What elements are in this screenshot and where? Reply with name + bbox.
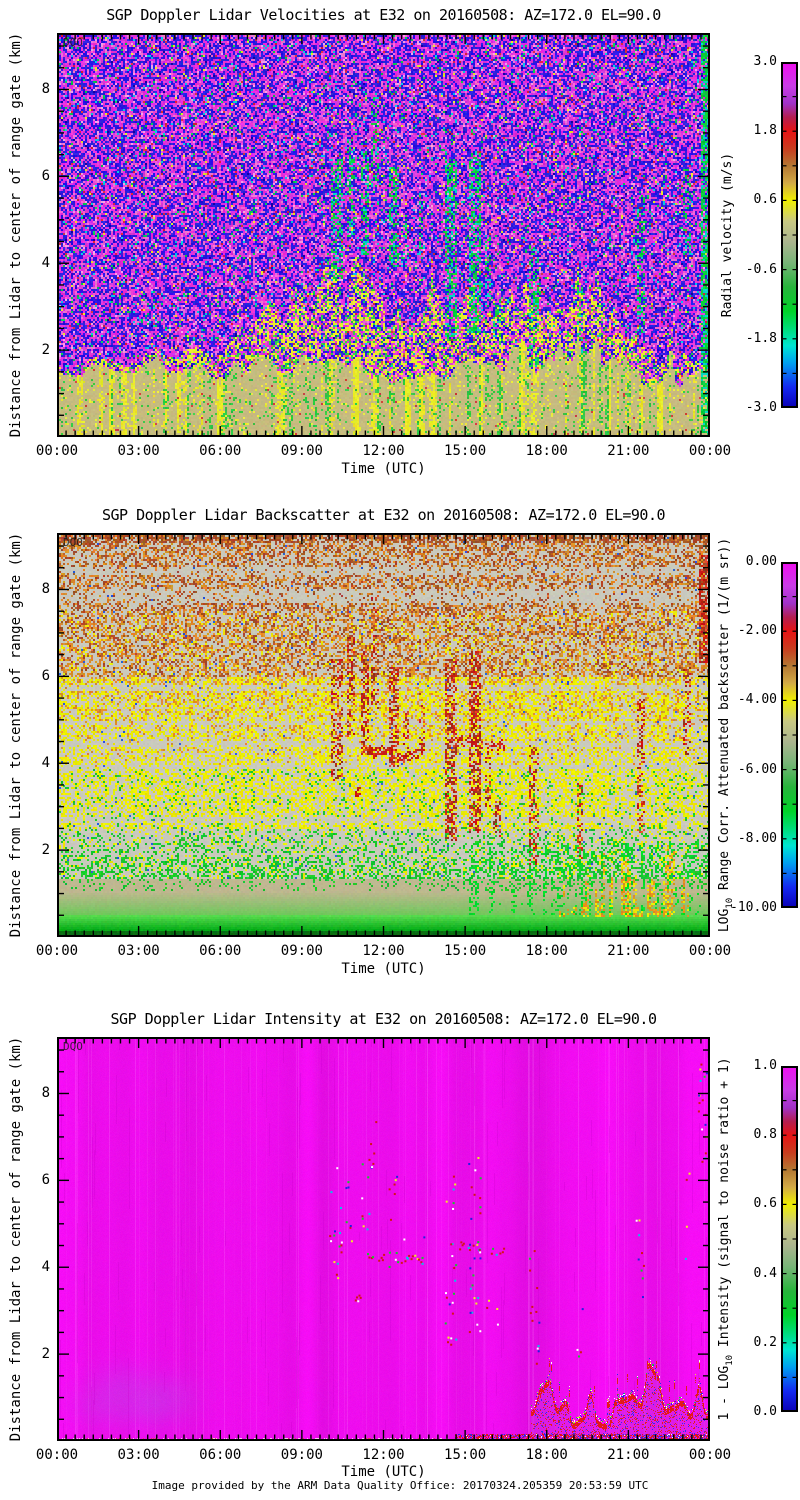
- backscatter-colorbar-frame: [781, 562, 798, 908]
- x-tick-label: 06:00: [199, 443, 242, 459]
- x-tick-label: 21:00: [607, 443, 650, 459]
- velocity-plot: DQO: [57, 33, 710, 437]
- colorbar-tick-label: 1.8: [753, 123, 777, 139]
- x-tick-label: 03:00: [117, 943, 160, 959]
- colorbar-tick-label: 3.0: [753, 54, 777, 69]
- x-tick-label: 03:00: [117, 443, 160, 459]
- backscatter-colorbar-label: LOG10 Range Corr. Attenuated backscatter…: [717, 538, 735, 932]
- intensity-plot: DQO: [57, 1037, 710, 1441]
- dqo-watermark: DQO: [63, 1040, 83, 1053]
- dqo-watermark: DQO: [63, 536, 83, 549]
- velocity-colorbar-label: Radial velocity (m/s): [720, 153, 738, 317]
- x-tick-label: 12:00: [362, 943, 405, 959]
- x-tick-label: 00:00: [35, 1447, 79, 1463]
- backscatter-x-axis-label: Time (UTC): [341, 961, 426, 977]
- y-tick-label: 2: [41, 842, 50, 859]
- colorbar-tick-label: 0.0: [753, 1404, 777, 1419]
- colorbar-tick-label: -8.00: [737, 830, 777, 846]
- colorbar-tick-label: 1.0: [753, 1058, 777, 1073]
- y-tick-label: 8: [41, 581, 50, 598]
- intensity-heatmap: [57, 1037, 710, 1441]
- backscatter-plot: DQO: [57, 533, 710, 937]
- y-tick-label: 4: [41, 1259, 50, 1276]
- backscatter-title: SGP Doppler Lidar Backscatter at E32 on …: [101, 506, 666, 524]
- dqo-watermark: DQO: [63, 36, 83, 49]
- colorbar-tick-label: 0.6: [753, 1196, 777, 1212]
- backscatter-heatmap: [57, 533, 710, 937]
- x-tick-label: 21:00: [607, 1447, 650, 1463]
- y-tick-label: 8: [41, 1085, 50, 1102]
- velocity-colorbar-frame: [781, 62, 798, 408]
- x-tick-label: 00:00: [35, 443, 79, 459]
- colorbar-tick-label: -2.00: [737, 623, 777, 639]
- y-tick-label: 6: [41, 1172, 50, 1189]
- x-tick-label: 12:00: [362, 443, 405, 459]
- colorbar-tick-label: -3.0: [745, 400, 777, 415]
- intensity-title: SGP Doppler Lidar Intensity at E32 on 20…: [110, 1010, 657, 1028]
- colorbar-tick-label: 0.6: [753, 192, 777, 208]
- intensity-colorbar: [781, 1066, 798, 1412]
- y-tick-label: 2: [41, 1346, 50, 1363]
- x-tick-label: 15:00: [444, 1447, 487, 1463]
- velocity-heatmap: [57, 33, 710, 437]
- x-tick-label: 18:00: [525, 943, 568, 959]
- x-tick-label: 00:00: [688, 943, 732, 959]
- velocity-title: SGP Doppler Lidar Velocities at E32 on 2…: [106, 6, 661, 24]
- cbar-label-sub: 10: [724, 1354, 735, 1366]
- x-tick-label: 12:00: [362, 1447, 405, 1463]
- colorbar-tick-label: -10.00: [730, 900, 777, 915]
- colorbar-tick-label: 0.00: [745, 554, 777, 569]
- colorbar-tick-label: 0.2: [753, 1334, 777, 1350]
- x-tick-label: 00:00: [35, 943, 79, 959]
- velocity-colorbar: [781, 62, 798, 408]
- x-tick-label: 00:00: [688, 1447, 732, 1463]
- x-tick-label: 15:00: [444, 943, 487, 959]
- intensity-colorbar-frame: [781, 1066, 798, 1412]
- y-tick-label: 2: [41, 342, 50, 359]
- colorbar-tick-label: -6.00: [737, 761, 777, 777]
- colorbar-tick-label: -1.8: [745, 330, 777, 346]
- x-tick-label: 06:00: [199, 943, 242, 959]
- provenance-footer: Image provided by the ARM Data Quality O…: [151, 1479, 649, 1492]
- y-tick-label: 6: [41, 168, 50, 185]
- x-tick-label: 03:00: [117, 1447, 160, 1463]
- y-tick-label: 8: [41, 81, 50, 98]
- colorbar-tick-label: 0.8: [753, 1127, 777, 1143]
- cbar-label-text: Radial velocity (m/s): [720, 152, 736, 318]
- x-tick-label: 00:00: [688, 443, 732, 459]
- y-tick-label: 4: [41, 755, 50, 772]
- colorbar-tick-label: -0.6: [745, 261, 777, 277]
- x-tick-label: 18:00: [525, 1447, 568, 1463]
- backscatter-colorbar: [781, 562, 798, 908]
- x-tick-label: 15:00: [444, 443, 487, 459]
- colorbar-tick-label: 0.4: [753, 1265, 777, 1281]
- x-tick-label: 21:00: [607, 943, 650, 959]
- x-tick-label: 09:00: [280, 943, 323, 959]
- x-tick-label: 18:00: [525, 443, 568, 459]
- y-tick-label: 4: [41, 255, 50, 272]
- intensity-colorbar-label: 1 - LOG10 Intensity (signal to noise rat…: [717, 1057, 735, 1420]
- x-tick-label: 09:00: [280, 1447, 323, 1463]
- y-tick-label: 6: [41, 668, 50, 685]
- colorbar-tick-label: -4.00: [737, 692, 777, 708]
- intensity-x-axis-label: Time (UTC): [341, 1464, 426, 1480]
- x-tick-label: 09:00: [280, 443, 323, 459]
- x-tick-label: 06:00: [199, 1447, 242, 1463]
- velocity-x-axis-label: Time (UTC): [341, 461, 426, 477]
